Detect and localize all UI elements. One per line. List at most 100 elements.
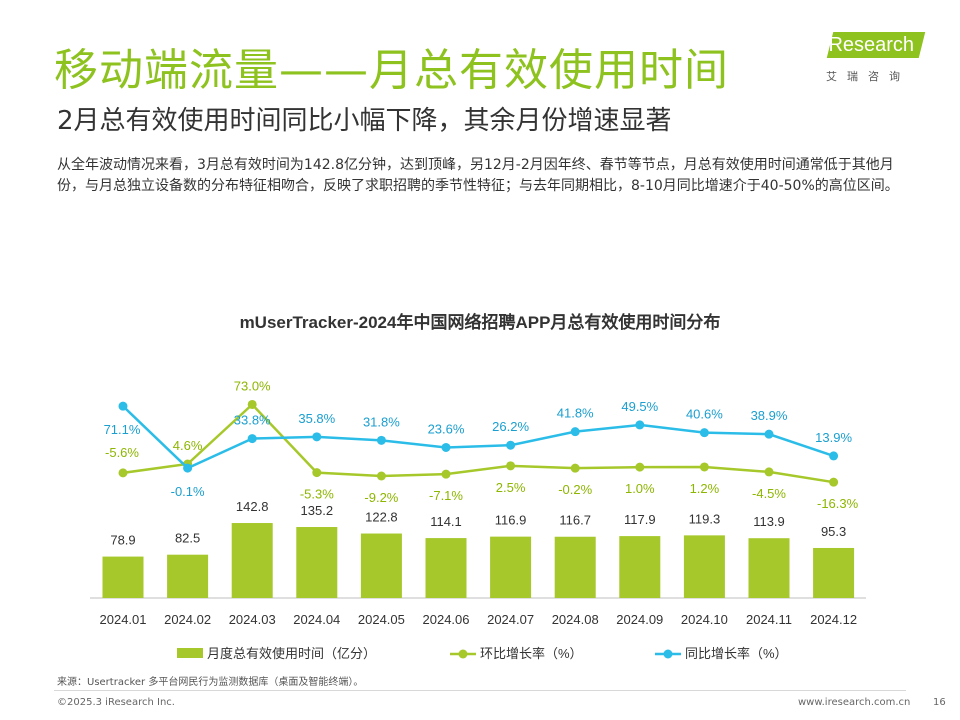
bar-2024.07 [490, 536, 532, 598]
yoy-label: 26.2% [492, 419, 529, 434]
mom-label: -5.6% [105, 445, 139, 460]
yoy-point [376, 435, 386, 445]
mom-point [118, 468, 128, 478]
yoy-point [312, 432, 322, 442]
mom-point [764, 467, 774, 477]
mom-label: -16.3% [817, 496, 859, 511]
mom-line [122, 402, 834, 484]
yoy-point [635, 420, 645, 430]
mom-label: -7.1% [429, 488, 463, 503]
bar-value-label: 117.9 [624, 512, 656, 527]
legend-mom-label: 环比增长率（%） [480, 646, 583, 661]
x-tick-label: 2024.01 [100, 612, 147, 627]
copyright: ©2025.3 iResearch Inc. [57, 697, 175, 708]
iresearch-logo: iResearch 艾瑞咨询 [816, 30, 926, 86]
mom-point [441, 469, 451, 479]
x-tick-label: 2024.05 [358, 612, 405, 627]
site-url: www.iresearch.com.cn [798, 697, 911, 708]
bar-value-label: 142.8 [236, 499, 269, 514]
mom-label: 4.6% [173, 438, 203, 453]
mom-point [829, 477, 839, 487]
yoy-label: -0.1% [171, 484, 205, 499]
x-tick-label: 2024.04 [293, 612, 340, 627]
source-note: 来源：Usertracker 多平台网民行为监测数据库（桌面及智能终端）。 [57, 677, 364, 688]
yoy-line [122, 405, 834, 470]
mom-point [312, 468, 322, 478]
bar-value-label: 82.5 [175, 531, 200, 546]
bar-value-label: 116.9 [495, 513, 527, 528]
bar-value-label: 135.2 [301, 503, 334, 518]
bar-value-label: 95.3 [821, 524, 846, 539]
bar-value-label: 78.9 [110, 533, 135, 548]
bar-2024.09 [619, 536, 661, 598]
legend-yoy-label: 同比增长率（%） [685, 646, 788, 661]
logo-subtext: 艾瑞咨询 [826, 70, 910, 83]
x-tick-label: 2024.06 [423, 612, 470, 627]
mom-point [635, 462, 645, 472]
yoy-label: 71.1% [104, 422, 141, 437]
yoy-label: 49.5% [621, 399, 658, 414]
mom-label: -5.3% [300, 487, 334, 502]
footer-divider [54, 690, 906, 691]
legend-bar-swatch [177, 648, 203, 658]
yoy-point [183, 463, 193, 473]
mom-label: -4.5% [752, 486, 786, 501]
mom-point [376, 471, 386, 481]
mom-label: 73.0% [234, 378, 271, 393]
bar-value-label: 114.1 [430, 514, 462, 529]
page-number: 16 [933, 697, 946, 708]
x-tick-label: 2024.09 [616, 612, 663, 627]
bar-value-label: 116.7 [559, 513, 591, 528]
mom-point [699, 462, 709, 472]
mom-label: 1.2% [690, 481, 720, 496]
bar-2024.11 [748, 538, 790, 598]
mom-point [570, 463, 580, 473]
mom-label: -0.2% [558, 482, 592, 497]
yoy-point [118, 401, 128, 411]
yoy-label: 40.6% [686, 407, 723, 422]
x-tick-label: 2024.08 [552, 612, 599, 627]
yoy-label: 41.8% [557, 406, 594, 421]
bar-2024.01 [102, 556, 144, 598]
yoy-point [247, 434, 257, 444]
x-tick-label: 2024.07 [487, 612, 534, 627]
yoy-label: 13.9% [815, 430, 852, 445]
yoy-point [441, 442, 451, 452]
bar-2024.10 [683, 535, 725, 598]
bar-value-label: 113.9 [753, 514, 785, 529]
mom-point [247, 399, 257, 409]
logo-text: iResearch [824, 34, 915, 56]
usage-time-chart: mUserTracker-2024年中国网络招聘APP月总有效使用时间分布 78.… [90, 312, 866, 661]
bar-2024.04 [296, 527, 338, 598]
page-subtitle: 2月总有效使用时间同比小幅下降，其余月份增速显著 [57, 106, 672, 136]
x-tick-label: 2024.11 [746, 612, 792, 627]
x-tick-label: 2024.10 [681, 612, 728, 627]
bar-2024.08 [554, 536, 596, 598]
legend-bar-label: 月度总有效使用时间（亿分） [207, 646, 376, 661]
legend-mom-marker [458, 649, 468, 659]
bar-value-label: 122.8 [365, 510, 398, 525]
page-title: 移动端流量——月总有效使用时间 [54, 45, 729, 96]
bar-2024.06 [425, 538, 467, 598]
x-tick-label: 2024.02 [164, 612, 211, 627]
yoy-point [829, 451, 839, 461]
yoy-label: 38.9% [751, 408, 788, 423]
mom-label: -9.2% [364, 490, 398, 505]
mom-label: 1.0% [625, 481, 655, 496]
bar-2024.03 [231, 523, 273, 598]
bar-2024.02 [167, 554, 209, 598]
yoy-label: 31.8% [363, 414, 400, 429]
bar-2024.12 [813, 547, 855, 598]
x-tick-label: 2024.12 [810, 612, 857, 627]
yoy-point [764, 429, 774, 439]
yoy-point [506, 440, 516, 450]
mom-label: 2.5% [496, 480, 526, 495]
yoy-label: 23.6% [428, 421, 465, 436]
yoy-label: 35.8% [298, 411, 335, 426]
yoy-point [699, 428, 709, 438]
yoy-point [570, 427, 580, 437]
chart-title: mUserTracker-2024年中国网络招聘APP月总有效使用时间分布 [240, 312, 721, 332]
bar-value-label: 119.3 [689, 511, 721, 526]
legend-yoy-marker [663, 649, 673, 659]
bar-2024.05 [360, 533, 402, 598]
